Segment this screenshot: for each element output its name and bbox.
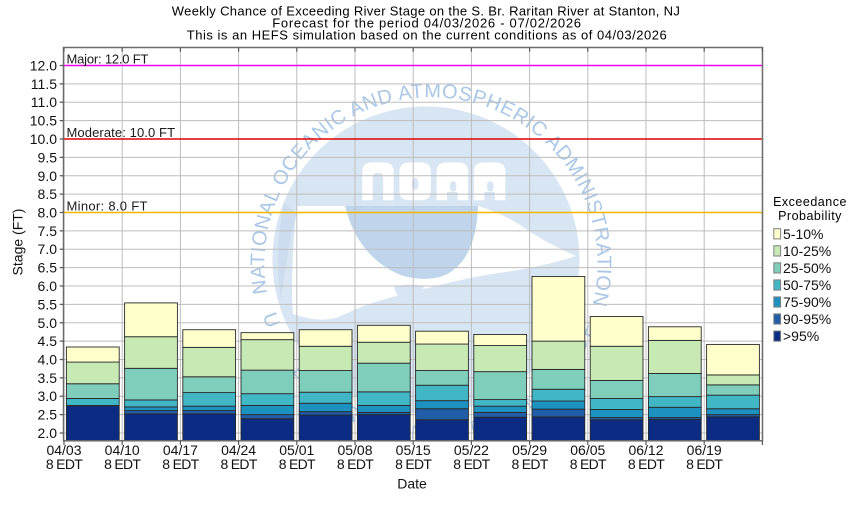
svg-text:4.5: 4.5: [38, 333, 58, 349]
svg-text:04/24: 04/24: [221, 442, 256, 458]
svg-text:10.0: 10.0: [30, 131, 57, 147]
svg-text:8.5: 8.5: [38, 186, 58, 202]
svg-text:8 EDT: 8 EDT: [570, 456, 607, 472]
svg-text:Major: 12.0 FT: Major: 12.0 FT: [67, 52, 149, 67]
svg-text:10-25%: 10-25%: [783, 243, 831, 259]
svg-text:Minor: 8.0 FT: Minor: 8.0 FT: [67, 199, 148, 214]
svg-text:05/15: 05/15: [396, 442, 431, 458]
svg-text:5.5: 5.5: [38, 296, 58, 312]
svg-text:6.0: 6.0: [38, 278, 58, 294]
svg-text:90-95%: 90-95%: [783, 311, 831, 327]
svg-text:3.0: 3.0: [38, 388, 58, 404]
svg-text:8 EDT: 8 EDT: [162, 456, 199, 472]
svg-text:8 EDT: 8 EDT: [395, 456, 432, 472]
svg-text:Stage (FT): Stage (FT): [9, 209, 25, 276]
svg-text:Moderate: 10.0 FT: Moderate: 10.0 FT: [67, 125, 176, 140]
svg-text:Weekly Chance of Exceeding Riv: Weekly Chance of Exceeding River Stage o…: [172, 3, 680, 18]
svg-text:8 EDT: 8 EDT: [337, 456, 374, 472]
svg-text:9.0: 9.0: [38, 168, 58, 184]
svg-text:05/08: 05/08: [337, 442, 372, 458]
svg-text:8 EDT: 8 EDT: [46, 456, 83, 472]
svg-text:4.0: 4.0: [38, 352, 58, 368]
svg-text:05/22: 05/22: [454, 442, 489, 458]
svg-text:05/01: 05/01: [279, 442, 314, 458]
svg-text:8 EDT: 8 EDT: [512, 456, 549, 472]
svg-text:8 EDT: 8 EDT: [628, 456, 665, 472]
svg-text:12.0: 12.0: [30, 58, 57, 74]
svg-text:8 EDT: 8 EDT: [453, 456, 490, 472]
svg-text:2.0: 2.0: [38, 425, 58, 441]
svg-text:04/10: 04/10: [105, 442, 140, 458]
svg-text:This is an HEFS simulation bas: This is an HEFS simulation based on the …: [187, 27, 668, 42]
svg-text:Probability: Probability: [778, 209, 842, 223]
svg-text:7.5: 7.5: [38, 223, 58, 239]
svg-text:2.5: 2.5: [38, 407, 58, 423]
svg-text:05/29: 05/29: [512, 442, 547, 458]
svg-text:04/17: 04/17: [163, 442, 198, 458]
svg-text:8 EDT: 8 EDT: [221, 456, 258, 472]
svg-text:3.5: 3.5: [38, 370, 58, 386]
svg-text:5-10%: 5-10%: [783, 226, 823, 242]
svg-text:06/12: 06/12: [628, 442, 663, 458]
svg-text:50-75%: 50-75%: [783, 277, 831, 293]
svg-text:8 EDT: 8 EDT: [279, 456, 316, 472]
svg-text:Date: Date: [397, 476, 427, 492]
svg-text:11.0: 11.0: [31, 94, 57, 110]
svg-text:5.0: 5.0: [38, 315, 58, 331]
svg-text:Exceedance: Exceedance: [773, 195, 847, 209]
svg-text:7.0: 7.0: [38, 241, 58, 257]
svg-text:75-90%: 75-90%: [783, 294, 831, 310]
svg-text:9.5: 9.5: [38, 149, 58, 165]
svg-text:8.0: 8.0: [38, 205, 58, 221]
svg-text:6.5: 6.5: [38, 260, 58, 276]
svg-text:04/03: 04/03: [46, 442, 81, 458]
svg-text:11.5: 11.5: [31, 76, 57, 92]
svg-text:8 EDT: 8 EDT: [686, 456, 723, 472]
svg-text:Forecast for the period 04/03/: Forecast for the period 04/03/2026 - 07/…: [272, 15, 581, 30]
svg-text:25-50%: 25-50%: [783, 260, 831, 276]
svg-text:8 EDT: 8 EDT: [104, 456, 141, 472]
svg-text:10.5: 10.5: [30, 113, 57, 129]
svg-text:06/05: 06/05: [570, 442, 605, 458]
svg-text:>95%: >95%: [783, 328, 819, 344]
svg-text:06/19: 06/19: [687, 442, 722, 458]
